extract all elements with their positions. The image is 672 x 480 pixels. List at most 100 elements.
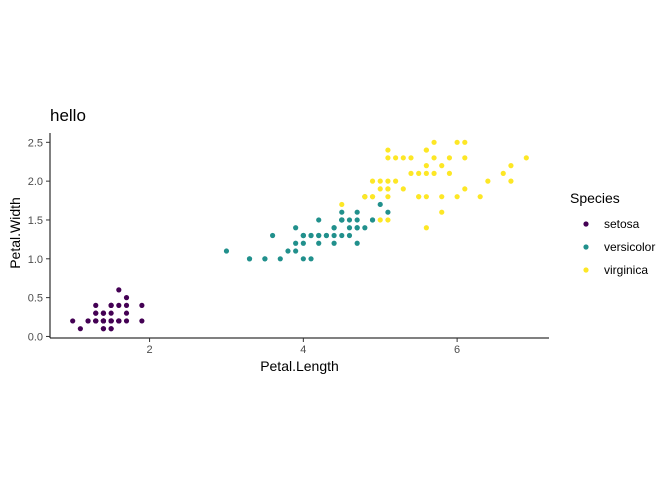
chart-title: hello — [50, 106, 86, 125]
x-tick-label: 4 — [300, 344, 306, 356]
point-versicolor — [300, 232, 306, 239]
point-versicolor — [346, 225, 353, 231]
point-virginica — [462, 186, 468, 192]
legend-label-versicolor: versicolor — [604, 240, 655, 254]
point-virginica — [523, 155, 529, 161]
point-virginica — [377, 178, 383, 184]
point-virginica — [385, 194, 391, 200]
point-setosa — [116, 318, 122, 324]
y-tick-label: 0.5 — [28, 293, 43, 305]
y-axis-title: Petal.Width — [7, 197, 23, 269]
point-setosa — [93, 302, 99, 308]
point-versicolor — [354, 217, 360, 223]
point-setosa — [77, 326, 83, 332]
point-setosa — [93, 310, 99, 316]
point-setosa — [93, 318, 99, 324]
point-virginica — [508, 178, 514, 184]
x-tick-label: 2 — [147, 344, 153, 356]
point-virginica — [462, 155, 468, 161]
y-tick-label: 0.0 — [28, 331, 43, 343]
point-virginica — [393, 178, 399, 184]
point-versicolor — [346, 217, 353, 223]
point-setosa — [100, 310, 107, 316]
point-versicolor — [346, 232, 353, 239]
y-tick-label: 1.5 — [28, 215, 43, 227]
point-versicolor — [385, 209, 391, 215]
legend-key-virginica — [583, 267, 589, 273]
point-setosa — [100, 318, 107, 324]
point-versicolor — [293, 225, 299, 231]
point-virginica — [385, 147, 391, 153]
point-virginica — [369, 178, 376, 184]
point-virginica — [431, 139, 437, 145]
point-virginica — [377, 217, 383, 223]
point-virginica — [377, 186, 383, 192]
point-virginica — [385, 186, 391, 192]
point-versicolor — [308, 256, 314, 262]
point-versicolor — [354, 225, 360, 231]
y-tick-label: 2.0 — [28, 176, 43, 188]
point-setosa — [85, 318, 91, 324]
point-versicolor — [223, 248, 230, 254]
point-virginica — [400, 155, 406, 161]
point-virginica — [508, 163, 514, 169]
point-versicolor — [246, 256, 253, 262]
x-tick-label: 6 — [454, 344, 460, 356]
point-virginica — [423, 170, 429, 176]
point-virginica — [369, 194, 376, 200]
point-versicolor — [377, 201, 383, 208]
point-setosa — [116, 302, 122, 308]
point-setosa — [108, 310, 114, 316]
point-virginica — [446, 170, 453, 176]
point-versicolor — [285, 248, 291, 254]
point-virginica — [385, 178, 391, 184]
point-virginica — [439, 163, 445, 169]
point-setosa — [100, 326, 107, 332]
point-versicolor — [339, 217, 345, 223]
point-versicolor — [308, 232, 314, 239]
point-versicolor — [331, 232, 337, 239]
point-versicolor — [331, 225, 337, 231]
point-virginica — [439, 209, 445, 215]
point-setosa — [123, 318, 130, 324]
point-versicolor — [369, 217, 376, 223]
point-versicolor — [300, 256, 306, 262]
point-virginica — [500, 170, 506, 176]
point-versicolor — [262, 256, 268, 262]
point-versicolor — [362, 225, 368, 231]
point-virginica — [393, 155, 399, 161]
point-virginica — [385, 155, 391, 161]
point-virginica — [477, 194, 483, 200]
point-versicolor — [354, 240, 360, 246]
point-virginica — [423, 163, 429, 169]
point-versicolor — [277, 256, 283, 262]
point-versicolor — [293, 240, 299, 246]
point-virginica — [454, 139, 460, 145]
legend-key-setosa — [583, 221, 589, 227]
point-virginica — [485, 178, 491, 184]
point-virginica — [423, 225, 429, 231]
point-setosa — [123, 310, 130, 316]
point-versicolor — [300, 240, 306, 246]
legend: Species setosa versicolor virginica — [570, 190, 655, 277]
point-virginica — [385, 217, 391, 223]
point-setosa — [123, 295, 130, 301]
point-virginica — [416, 170, 422, 176]
point-setosa — [139, 318, 145, 324]
point-versicolor — [316, 217, 322, 223]
point-virginica — [362, 194, 368, 200]
point-versicolor — [339, 209, 345, 215]
point-setosa — [70, 318, 76, 324]
point-versicolor — [354, 209, 360, 215]
point-virginica — [423, 194, 429, 200]
y-tick-label: 2.5 — [28, 137, 43, 149]
x-axis-title: Petal.Length — [260, 358, 339, 374]
point-virginica — [416, 194, 422, 200]
point-virginica — [400, 186, 406, 192]
legend-title: Species — [570, 190, 620, 206]
point-virginica — [454, 194, 460, 200]
point-virginica — [446, 155, 453, 161]
point-virginica — [408, 170, 414, 176]
point-versicolor — [269, 232, 276, 239]
